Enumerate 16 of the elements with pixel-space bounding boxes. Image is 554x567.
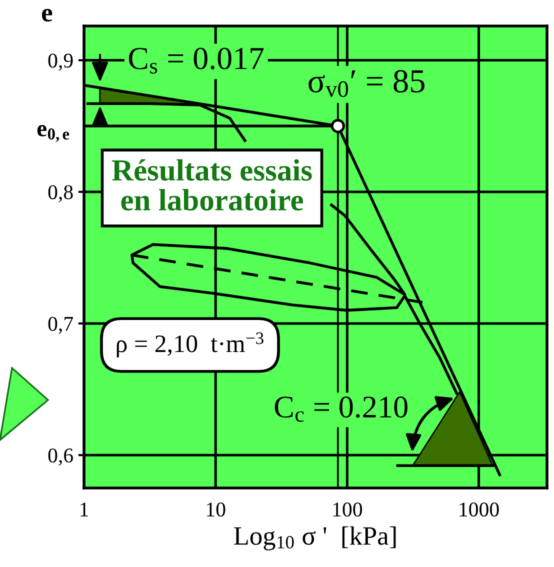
y-tick-label: 0,6 [48,448,73,466]
y-tick-label: 0,8 [48,185,73,202]
annotation: C$_{s}$ = 0.017 [128,48,264,74]
annotation: Résultats essais en laboratoire [112,159,312,211]
x-tick-label: 100 [333,502,362,517]
annotation: e$_{0,e}$ [37,125,70,142]
y-tick-label: 0,7 [48,316,73,334]
x-axis-title: Log$_{10}$ σ ' [kPa] [234,526,396,550]
annotation: C$_{c}$ = 0.210 [274,396,408,422]
x-tick-label: 1 [80,502,88,516]
x-tick-label: 10 [207,502,226,517]
annotation: σ$_{v0}$′ = 85 [308,70,424,98]
annotation: ρ = 2,10 t·m$^{−3}$ [116,332,264,358]
y-tick-label: 0,9 [48,54,73,71]
y-axis-title: e [42,8,52,22]
x-tick-label: 1000 [460,502,499,517]
